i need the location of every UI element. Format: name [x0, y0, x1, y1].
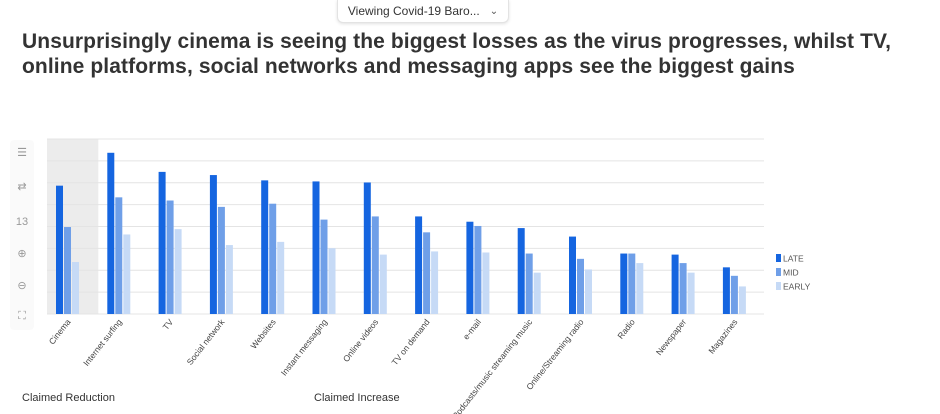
bar-mid[interactable] [525, 253, 533, 314]
x-tick-label: Internet surfing [81, 317, 124, 368]
bar-mid[interactable] [217, 206, 225, 314]
viewer-title-dropdown[interactable]: Viewing Covid-19 Baro... ⌄ [337, 0, 509, 23]
bar-early[interactable] [687, 272, 695, 314]
legend-label-late: LATE [783, 254, 804, 264]
legend-label-early: EARLY [783, 282, 811, 292]
bar-mid[interactable] [371, 216, 379, 314]
bar-mid[interactable] [423, 232, 431, 314]
bar-mid[interactable] [679, 263, 687, 314]
bar-late[interactable] [722, 267, 730, 314]
x-tick-label: Instant messaging [279, 317, 330, 378]
x-tick-label: Online videos [341, 317, 381, 364]
legend-swatch-late [776, 254, 781, 262]
bar-late[interactable] [569, 236, 576, 314]
chart-toolbar: ☰ ⇄ 13 ⊕ ⊖ ⛶ [10, 140, 34, 330]
bar-mid[interactable] [577, 258, 584, 314]
footer-claimed-increase: Claimed Increase [314, 392, 400, 404]
bar-early[interactable] [72, 262, 79, 314]
bar-late[interactable] [107, 152, 115, 314]
zoom-level: 13 [15, 216, 29, 228]
x-tick-label: Websites [248, 317, 277, 351]
x-tick-label: TV [161, 317, 176, 332]
bar-late[interactable] [466, 221, 474, 314]
x-tick-label: Social network [185, 316, 227, 366]
x-tick-label: e-mail [461, 317, 483, 341]
bar-early[interactable] [328, 248, 336, 314]
bar-late[interactable] [56, 185, 63, 314]
bar-early[interactable] [379, 254, 387, 314]
x-tick-label: Cinema [47, 317, 73, 346]
legend-swatch-mid [776, 268, 781, 276]
x-tick-label: Newspaper [654, 317, 688, 357]
bar-early[interactable] [533, 272, 541, 314]
bar-early[interactable] [431, 251, 439, 314]
bar-early[interactable] [225, 245, 233, 314]
bar-late[interactable] [209, 175, 217, 314]
bar-early[interactable] [277, 241, 285, 314]
bar-late[interactable] [620, 253, 628, 314]
bar-mid[interactable] [730, 275, 738, 314]
bar-early[interactable] [738, 286, 746, 314]
legend-label-mid: MID [783, 268, 799, 278]
bar-mid[interactable] [320, 219, 328, 314]
bar-early[interactable] [585, 269, 592, 314]
bar-early[interactable] [636, 263, 644, 314]
zoom-in-icon[interactable]: ⊕ [17, 248, 27, 260]
viewer-title: Viewing Covid-19 Baro... [347, 4, 480, 18]
pan-icon[interactable]: ⇄ [17, 181, 27, 193]
bar-mid[interactable] [269, 203, 277, 314]
x-tick-label: Magazines [706, 317, 739, 356]
bar-late[interactable] [312, 181, 320, 314]
zoom-out-icon[interactable]: ⊖ [17, 280, 27, 292]
x-tick-label: Radio [615, 317, 637, 341]
bar-late[interactable] [671, 254, 679, 314]
menu-icon[interactable]: ☰ [17, 147, 27, 159]
bar-late[interactable] [415, 216, 423, 314]
chevron-down-icon: ⌄ [489, 5, 499, 17]
bar-early[interactable] [174, 229, 182, 314]
x-tick-label: Online/Streaming radio [524, 317, 586, 392]
bar-mid[interactable] [115, 197, 123, 314]
footer-claimed-reduction: Claimed Reduction [22, 392, 115, 404]
bar-mid[interactable] [64, 227, 71, 314]
bar-early[interactable] [123, 234, 131, 314]
bar-mid[interactable] [166, 200, 174, 314]
bar-late[interactable] [158, 171, 166, 314]
bar-mid[interactable] [474, 225, 482, 314]
page-title: Unsurprisingly cinema is seeing the bigg… [22, 30, 892, 78]
bar-late[interactable] [261, 180, 269, 314]
x-tick-label: TV on demand [389, 317, 431, 367]
legend-swatch-early [776, 282, 781, 290]
bar-early[interactable] [482, 252, 490, 314]
bar-mid[interactable] [628, 253, 636, 314]
bar-late[interactable] [517, 228, 525, 314]
fit-screen-icon[interactable]: ⛶ [18, 310, 26, 322]
bar-late[interactable] [363, 182, 371, 314]
